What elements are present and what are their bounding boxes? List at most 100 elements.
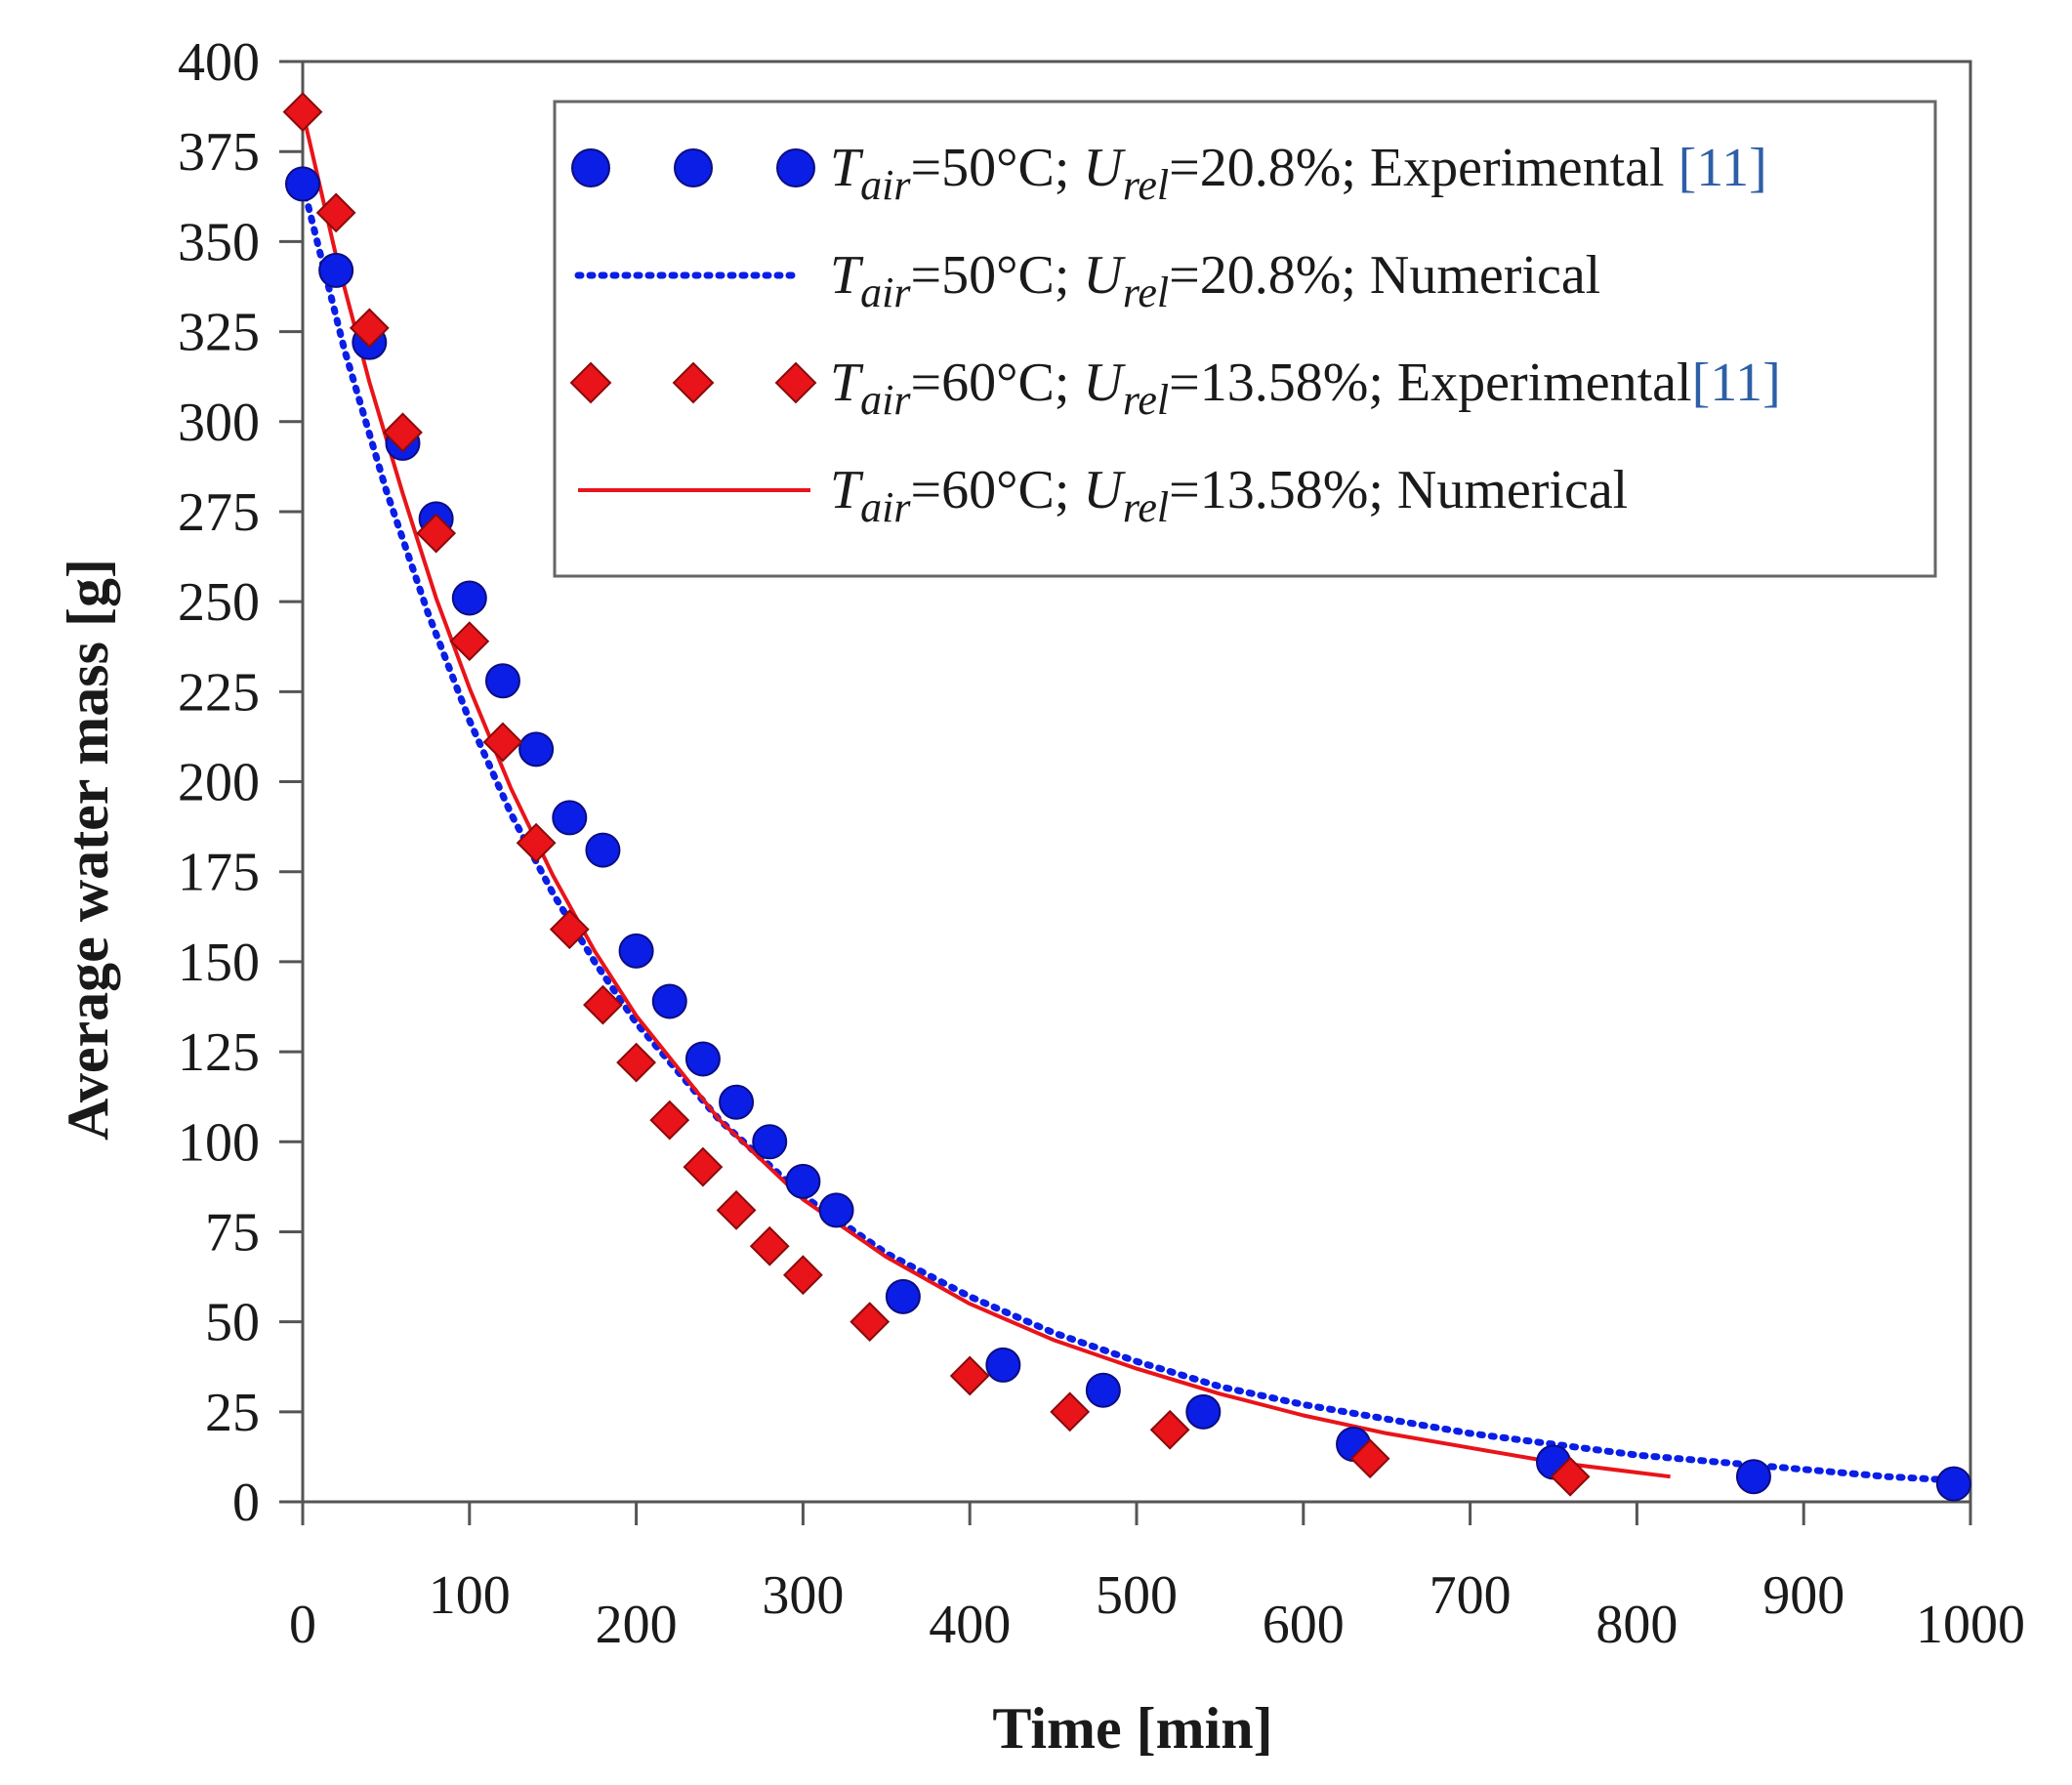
legend-diamond-marker xyxy=(569,361,612,404)
legend-text-part: T xyxy=(830,138,864,198)
experimental-60c-point xyxy=(583,984,623,1025)
experimental-50c-point xyxy=(552,800,588,836)
legend-diamond-marker xyxy=(672,361,715,404)
legend-label-1: Tair=50°C; Urel=20.8%; Experimental [11] xyxy=(830,138,1767,209)
experimental-60c-point xyxy=(549,909,590,950)
legend-text-part: =60°C; xyxy=(911,353,1084,413)
y-tick-label: 375 xyxy=(178,122,260,183)
y-axis-title: Average water mass [g] xyxy=(56,559,120,1141)
x-tick-label: 200 xyxy=(596,1595,678,1655)
y-tick-label: 175 xyxy=(178,843,260,903)
legend-subscript: rel xyxy=(1123,483,1169,531)
y-tick-label: 325 xyxy=(178,303,260,363)
experimental-60c-point xyxy=(482,722,523,763)
x-axis-title: Time [min] xyxy=(992,1696,1272,1761)
experimental-50c-point xyxy=(518,731,555,768)
experimental-60c-point xyxy=(516,822,557,863)
experimental-60c-point xyxy=(282,92,323,133)
y-tick-label: 225 xyxy=(178,662,260,723)
y-tick-label: 150 xyxy=(178,933,260,993)
legend-circle-marker xyxy=(674,148,713,187)
experimental-50c-point xyxy=(285,166,320,202)
legend-symbol-1 xyxy=(571,148,815,187)
experimental-60c-point xyxy=(616,1042,657,1083)
legend-subscript: air xyxy=(860,269,911,316)
series-1 xyxy=(285,166,1971,1502)
y-tick-label: 75 xyxy=(205,1202,260,1263)
x-tick-label: 700 xyxy=(1430,1565,1512,1626)
series-2 xyxy=(299,180,1958,1484)
legend-text-part: =50°C; xyxy=(911,245,1084,306)
legend-text-part: =50°C; xyxy=(911,138,1084,198)
legend-subscript: rel xyxy=(1123,269,1169,316)
y-axis: 0 25 50 75 100 125 150 175 200 225 250 275 300 325 350… xyxy=(178,32,303,1533)
experimental-60c-point xyxy=(649,1100,690,1141)
legend-text-part: U xyxy=(1083,138,1126,198)
legend-subscript: air xyxy=(860,376,911,424)
legend-text-part: =20.8%; Experimental xyxy=(1169,138,1664,198)
legend-text-part: =13.58%; Experimental xyxy=(1169,353,1691,413)
legend-symbol-3 xyxy=(569,361,817,404)
y-tick-label: 275 xyxy=(178,482,260,543)
experimental-50c-point xyxy=(818,1192,854,1228)
y-tick-label: 400 xyxy=(178,32,260,93)
experimental-50c-point xyxy=(651,983,687,1019)
legend-text-part: U xyxy=(1083,460,1126,520)
x-tick-label: 600 xyxy=(1263,1595,1345,1655)
experimental-50c-point xyxy=(484,663,520,699)
experimental-50c-point xyxy=(318,252,354,288)
experimental-50c-point xyxy=(1735,1459,1771,1495)
y-tick-label: 350 xyxy=(178,212,260,272)
experimental-50c-point xyxy=(684,1041,721,1077)
experimental-60c-point xyxy=(850,1302,891,1343)
legend-text-part: =60°C; xyxy=(911,460,1084,520)
x-tick-label: 1000 xyxy=(1916,1595,2025,1655)
legend-diamond-marker xyxy=(774,361,817,404)
legend-text-part: =20.8%; Numerical xyxy=(1169,245,1600,306)
experimental-50c-point xyxy=(451,580,487,616)
x-axis: 0 100 200 300 400 500 600 700 800 900 1000 xyxy=(289,1502,2025,1655)
y-tick-label: 50 xyxy=(205,1293,260,1353)
legend-text-part: T xyxy=(830,460,864,520)
experimental-50c-point xyxy=(618,933,654,969)
experimental-50c-point xyxy=(719,1084,755,1120)
legend-text-part: T xyxy=(830,245,864,306)
y-tick-label: 300 xyxy=(178,393,260,453)
y-tick-label: 0 xyxy=(232,1473,260,1533)
x-tick-label: 0 xyxy=(289,1595,316,1655)
x-tick-label: 500 xyxy=(1096,1565,1178,1626)
series-layer xyxy=(282,92,1971,1502)
x-tick-label: 100 xyxy=(429,1565,511,1626)
experimental-50c-point xyxy=(885,1278,921,1314)
series-3 xyxy=(282,92,1591,1497)
legend-subscript: air xyxy=(860,161,911,209)
legend-subscript: rel xyxy=(1123,161,1169,209)
y-tick-label: 100 xyxy=(178,1112,260,1173)
experimental-60c-point xyxy=(716,1189,757,1230)
experimental-50c-point xyxy=(1085,1372,1121,1408)
x-tick-label: 300 xyxy=(762,1565,844,1626)
experimental-60c-point xyxy=(1050,1391,1091,1432)
experimental-60c-point xyxy=(383,412,423,453)
legend-circle-marker xyxy=(571,148,610,187)
x-tick-label: 400 xyxy=(929,1595,1011,1655)
experimental-60c-point xyxy=(749,1225,790,1266)
experimental-50c-point xyxy=(1185,1393,1222,1430)
experimental-60c-point xyxy=(416,513,457,554)
legend: Tair=50°C; Urel=20.8%; Experimental [11]… xyxy=(553,100,1937,578)
experimental-60c-point xyxy=(315,192,356,233)
experimental-50c-point xyxy=(585,832,621,868)
experimental-60c-point xyxy=(1349,1438,1390,1479)
y-tick-label: 125 xyxy=(178,1022,260,1083)
legend-text-part: U xyxy=(1083,353,1126,413)
legend-text-part: =13.58%; Numerical xyxy=(1169,460,1628,520)
legend-text-part: T xyxy=(830,353,864,413)
legend-citation: [11] xyxy=(1665,138,1767,198)
experimental-60c-point xyxy=(1550,1456,1591,1497)
legend-label-3: Tair=60°C; Urel=13.58%; Experimental[11] xyxy=(830,353,1781,424)
legend-subscript: rel xyxy=(1123,376,1169,424)
legend-text-part: U xyxy=(1083,245,1126,306)
experimental-50c-point xyxy=(785,1163,821,1199)
experimental-50c-point xyxy=(752,1124,788,1160)
